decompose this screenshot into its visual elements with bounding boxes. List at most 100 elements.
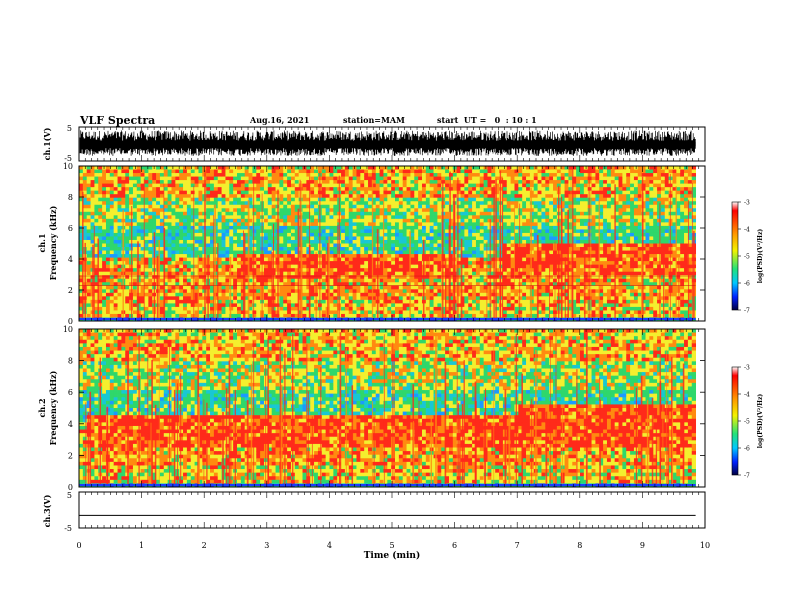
heatmap-cell (495, 183, 500, 188)
heatmap-cell (186, 303, 192, 308)
heatmap-cell (472, 166, 477, 170)
heatmap-cell (136, 239, 142, 244)
heatmap-cell (290, 204, 296, 209)
heatmap-cell (387, 268, 392, 273)
heatmap-cell (225, 268, 230, 273)
heatmap-cell (129, 183, 134, 188)
heatmap-cell (171, 268, 176, 273)
heatmap-cell (495, 176, 500, 181)
heatmap-cell (406, 264, 411, 269)
heatmap-cell (310, 268, 315, 273)
heatmap-cell (302, 296, 307, 301)
heatmap-cell (221, 296, 226, 301)
heatmap-cell (102, 215, 107, 220)
heatmap-cell (183, 296, 188, 301)
heatmap-cell (356, 211, 361, 216)
heatmap-cell (433, 232, 438, 237)
heatmap-cell (425, 169, 431, 174)
heatmap-cell (302, 229, 307, 234)
heatmap-cell (267, 194, 273, 199)
heatmap-cell (325, 187, 330, 192)
heatmap-cell (391, 292, 396, 297)
heatmap-cell (483, 299, 488, 304)
heatmap-cell (375, 180, 380, 185)
heatmap-cell (167, 278, 172, 283)
heatmap-cell (244, 190, 249, 195)
heatmap-cell (329, 313, 334, 318)
heatmap-cell (425, 215, 431, 220)
heatmap-cell (510, 261, 515, 266)
heatmap-cell (368, 194, 373, 199)
heatmap-cell (237, 310, 242, 315)
heatmap-cell (267, 222, 273, 227)
heatmap-cell (148, 282, 153, 287)
heatmap-cell (371, 243, 377, 248)
heatmap-cell (352, 296, 357, 301)
heatmap-cell (159, 176, 165, 181)
heatmap-cell (148, 299, 153, 304)
heatmap-cell (240, 250, 246, 255)
heatmap-cell (329, 271, 334, 276)
heatmap-cell (194, 278, 199, 283)
heatmap-cell (221, 166, 226, 170)
heatmap-cell (421, 232, 427, 237)
heatmap-cell (94, 254, 99, 258)
heatmap-cell (186, 229, 192, 234)
heatmap-cell (156, 247, 161, 251)
heatmap-cell (194, 254, 199, 258)
heatmap-cell (148, 243, 153, 248)
heatmap-cell (237, 296, 242, 301)
heatmap-cell (210, 296, 215, 301)
heatmap-cell (379, 169, 384, 174)
heatmap-cell (402, 180, 407, 185)
heatmap-cell (210, 239, 215, 244)
heatmap-cell (260, 176, 265, 181)
heatmap-cell (240, 271, 246, 276)
heatmap-cell (256, 243, 261, 248)
heatmap-cell (398, 197, 404, 202)
heatmap-cell (136, 250, 142, 255)
heatmap-cell (206, 229, 211, 234)
heatmap-cell (321, 313, 327, 318)
heatmap-cell (125, 303, 130, 308)
heatmap-cell (225, 285, 230, 290)
heatmap-cell (109, 183, 115, 188)
heatmap-cell (302, 236, 307, 241)
heatmap-cell (140, 264, 145, 269)
heatmap-cell (113, 239, 118, 244)
heatmap-cell (113, 310, 118, 315)
heatmap-cell (186, 268, 192, 273)
heatmap-cell (267, 310, 273, 315)
heatmap-cell (398, 282, 404, 287)
heatmap-cell (132, 173, 138, 177)
heatmap-cell (472, 292, 477, 297)
heatmap-cell (429, 299, 434, 304)
heatmap-cell (190, 289, 196, 294)
heatmap-cell (171, 197, 176, 202)
heatmap-cell (395, 299, 400, 304)
heatmap-cell (86, 247, 91, 251)
heatmap-cell (375, 197, 380, 202)
heatmap-cell (190, 208, 196, 213)
heatmap-cell (352, 215, 357, 220)
heatmap-cell (429, 169, 434, 174)
heatmap-cell (321, 299, 327, 304)
heatmap-cell (225, 239, 230, 244)
heatmap-cell (109, 176, 115, 181)
heatmap-cell (429, 208, 434, 213)
heatmap-cell (290, 201, 296, 206)
heatmap-cell (194, 222, 199, 227)
heatmap-cell (402, 190, 407, 195)
heatmap-cell (348, 268, 354, 273)
heatmap-cell (468, 222, 473, 227)
heatmap-cell (105, 225, 111, 230)
heatmap-cell (352, 257, 357, 262)
heatmap-cell (506, 211, 512, 216)
heatmap-cell (159, 285, 165, 290)
heatmap-cell (348, 278, 354, 283)
heatmap-cell (105, 243, 111, 248)
heatmap-cell (464, 208, 469, 213)
heatmap-cell (194, 243, 199, 248)
heatmap-cell (468, 250, 473, 255)
heatmap-cell (194, 197, 199, 202)
